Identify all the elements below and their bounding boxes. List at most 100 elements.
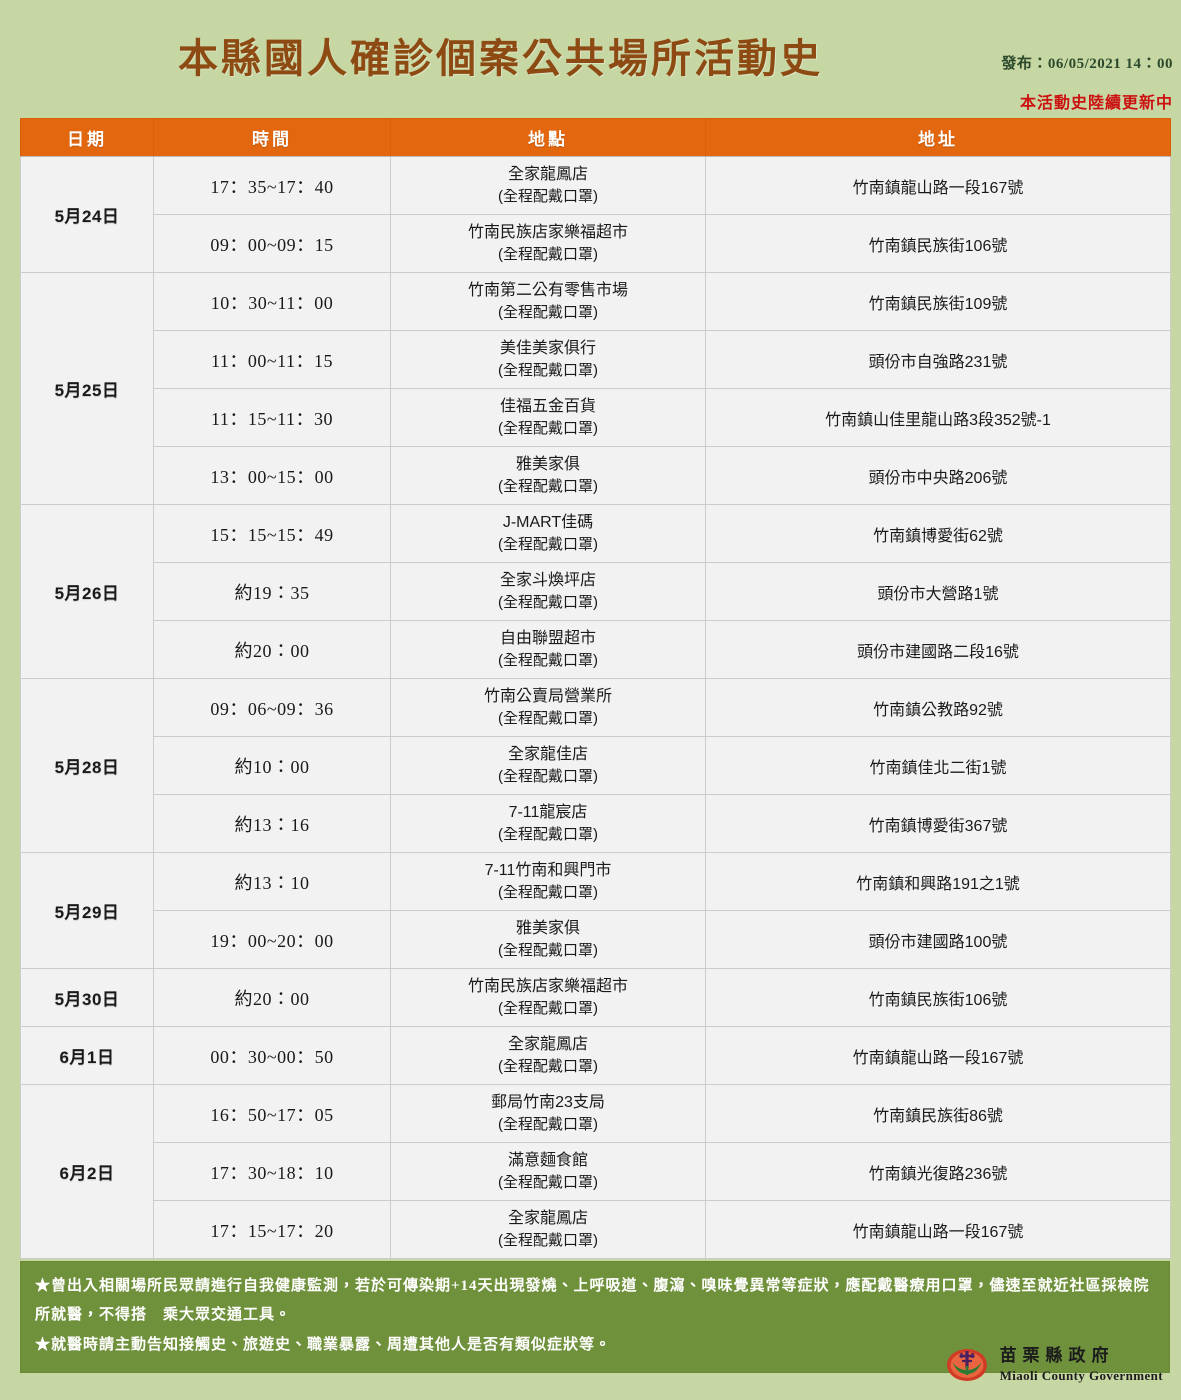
place-cell: 7-11竹南和興門市 (全程配戴口罩) (390, 852, 706, 911)
table-row: 約19：35 全家斗煥坪店 (全程配戴口罩) 頭份市大營路1號 (21, 562, 1171, 621)
time-cell: 00：30~00：50 (153, 1026, 391, 1085)
address-cell: 竹南鎮博愛街367號 (705, 794, 1171, 853)
place-name: 全家龍佳店 (507, 746, 588, 764)
place-name: 全家龍鳳店 (507, 1210, 588, 1228)
address-cell: 竹南鎮龍山路一段167號 (705, 156, 1171, 215)
miaoli-county-emblem-icon (946, 1344, 988, 1386)
table-row: 6月1日 00：30~00：50 全家龍鳳店 (全程配戴口罩) 竹南鎮龍山路一段167號 (20, 1026, 1171, 1085)
place-name: 自由聯盟超市 (499, 630, 596, 648)
mask-note: (全程配戴口罩) (498, 478, 598, 496)
address-cell: 竹南鎮民族街106號 (705, 968, 1171, 1027)
address-cell: 竹南鎮龍山路一段167號 (705, 1200, 1171, 1259)
mask-note: (全程配戴口罩) (498, 304, 598, 322)
mask-note: (全程配戴口罩) (498, 246, 598, 264)
column-header-address: 地址 (705, 118, 1171, 157)
time-cell: 17：30~18：10 (153, 1142, 391, 1201)
time-cell: 約20：00 (153, 620, 391, 679)
address-cell: 頭份市自強路231號 (705, 330, 1171, 389)
address-cell: 頭份市大營路1號 (705, 562, 1171, 621)
time-cell: 09：06~09：36 (153, 678, 391, 737)
address-cell: 竹南鎮民族街109號 (705, 272, 1171, 331)
mask-note: (全程配戴口罩) (498, 1058, 598, 1076)
place-name: 7-11竹南和興門市 (484, 862, 612, 880)
mask-note: (全程配戴口罩) (498, 826, 598, 844)
time-cell: 15：15~15：49 (153, 504, 391, 563)
address-cell: 竹南鎮民族街86號 (705, 1084, 1171, 1143)
table-row: 5月25日 10：30~11：00 竹南第二公有零售市場 (全程配戴口罩) 竹南鎮民族街… (20, 272, 1171, 505)
column-header-date: 日期 (20, 118, 154, 157)
place-cell: 滿意麵食館 (全程配戴口罩) (390, 1142, 706, 1201)
mask-note: (全程配戴口罩) (498, 942, 598, 960)
time-cell: 約19：35 (153, 562, 391, 621)
publish-datetime: 發布：06/05/2021 14：00 (1001, 56, 1173, 72)
date-cell: 6月1日 (20, 1026, 154, 1085)
address-cell: 竹南鎮民族街106號 (705, 214, 1171, 273)
place-cell: 7-11龍宸店 (全程配戴口罩) (390, 794, 706, 853)
note-line: ★曾出入相關場所民眾請進行自我健康監測，若於可傳染期+14天出現發燒、上呼吸道、… (35, 1278, 1150, 1324)
address-cell: 竹南鎮山佳里龍山路3段352號-1 (705, 388, 1171, 447)
table-row: 5月30日 約20：00 竹南民族店家樂福超市 (全程配戴口罩) 竹南鎮民族街106號 (20, 968, 1171, 1027)
address-cell: 頭份市建國路二段16號 (705, 620, 1171, 679)
address-cell: 竹南鎮龍山路一段167號 (705, 1026, 1171, 1085)
time-cell: 13：00~15：00 (153, 446, 391, 505)
table-row: 約13：16 7-11龍宸店 (全程配戴口罩) 竹南鎮博愛街367號 (21, 794, 1171, 853)
mask-note: (全程配戴口罩) (498, 362, 598, 380)
date-cell: 6月2日 (20, 1084, 154, 1259)
table-row: 13：00~15：00 雅美家俱 (全程配戴口罩) 頭份市中央路206號 (21, 446, 1171, 505)
date-cell: 5月24日 (20, 156, 154, 273)
table-row: 約10：00 全家龍佳店 (全程配戴口罩) 竹南鎮佳北二街1號 (21, 736, 1171, 795)
table-row: 17：30~18：10 滿意麵食館 (全程配戴口罩) 竹南鎮光復路236號 (21, 1142, 1171, 1201)
mask-note: (全程配戴口罩) (498, 1174, 598, 1192)
place-cell: 全家龍佳店 (全程配戴口罩) (390, 736, 706, 795)
place-cell: 全家斗煥坪店 (全程配戴口罩) (390, 562, 706, 621)
place-cell: 美佳美家俱行 (全程配戴口罩) (390, 330, 706, 389)
place-cell: 郵局竹南23支局 (全程配戴口罩) (390, 1084, 706, 1143)
place-name: 雅美家俱 (515, 456, 580, 474)
place-name: 全家斗煥坪店 (499, 572, 596, 590)
place-cell: 竹南民族店家樂福超市 (全程配戴口罩) (390, 968, 706, 1027)
place-cell: 雅美家俱 (全程配戴口罩) (390, 446, 706, 505)
table-row: 約20：00 自由聯盟超市 (全程配戴口罩) 頭份市建國路二段16號 (21, 620, 1171, 679)
table-header-row: 日期 時間 地點 地址 (20, 118, 1171, 157)
place-cell: 竹南公賣局營業所 (全程配戴口罩) (390, 678, 706, 737)
table-row: 19：00~20：00 雅美家俱 (全程配戴口罩) 頭份市建國路100號 (21, 910, 1171, 969)
note-line: ★就醫時請主動告知接觸史、旅遊史、職業暴露、周遭其他人是否有類似症狀等。 (35, 1336, 612, 1353)
place-cell: 竹南第二公有零售市場 (全程配戴口罩) (390, 272, 706, 331)
place-name: 郵局竹南23支局 (491, 1094, 605, 1112)
place-name: 竹南公賣局營業所 (483, 688, 612, 706)
date-cell: 5月28日 (20, 678, 154, 853)
table-row: 5月24日 17：35~17：40 全家龍鳳店 (全程配戴口罩) 竹南鎮龍山路一段167… (20, 156, 1171, 273)
time-cell: 11：15~11：30 (153, 388, 391, 447)
place-name: 7-11龍宸店 (508, 804, 588, 822)
time-cell: 19：00~20：00 (153, 910, 391, 969)
mask-note: (全程配戴口罩) (498, 1000, 598, 1018)
time-cell: 約13：16 (153, 794, 391, 853)
mask-note: (全程配戴口罩) (498, 1116, 598, 1134)
table-row: 5月26日 15：15~15：49 J-MART佳碼 (全程配戴口罩) 竹南鎮博愛街62… (20, 504, 1171, 679)
time-cell: 09：00~09：15 (153, 214, 391, 273)
place-name: 竹南第二公有零售市場 (467, 282, 628, 300)
table-row: 11：00~11：15 美佳美家俱行 (全程配戴口罩) 頭份市自強路231號 (21, 330, 1171, 389)
address-cell: 竹南鎮博愛街62號 (705, 504, 1171, 563)
place-name: 佳福五金百貨 (499, 398, 596, 416)
activity-table-wrapper: 日期 時間 地點 地址 5月24日 17：35~17：40 全家龍鳳店 (全程配戴口罩… (20, 118, 1171, 1259)
government-name-block: 苗栗縣政府 Miaoli County Government (1000, 1346, 1163, 1383)
address-cell: 竹南鎮佳北二街1號 (705, 736, 1171, 795)
table-row: 11：15~11：30 佳福五金百貨 (全程配戴口罩) 竹南鎮山佳里龍山路3段352號… (21, 388, 1171, 447)
address-cell: 竹南鎮光復路236號 (705, 1142, 1171, 1201)
mask-note: (全程配戴口罩) (498, 768, 598, 786)
place-cell: 全家龍鳳店 (全程配戴口罩) (390, 1026, 706, 1085)
date-cell: 5月29日 (20, 852, 154, 969)
time-cell: 11：00~11：15 (153, 330, 391, 389)
time-cell: 約20：00 (153, 968, 391, 1027)
column-header-time: 時間 (153, 118, 391, 157)
mask-note: (全程配戴口罩) (498, 188, 598, 206)
government-name-en: Miaoli County Government (999, 1367, 1163, 1383)
place-name: 美佳美家俱行 (499, 340, 596, 358)
update-notice: 本活動史陸續更新中 (1019, 95, 1173, 112)
table-row: 17：15~17：20 全家龍鳳店 (全程配戴口罩) 竹南鎮龍山路一段167號 (21, 1200, 1171, 1259)
place-name: 滿意麵食館 (507, 1152, 588, 1170)
mask-note: (全程配戴口罩) (498, 710, 598, 728)
place-name: 全家龍鳳店 (507, 1036, 588, 1054)
place-cell: 全家龍鳳店 (全程配戴口罩) (390, 1200, 706, 1259)
